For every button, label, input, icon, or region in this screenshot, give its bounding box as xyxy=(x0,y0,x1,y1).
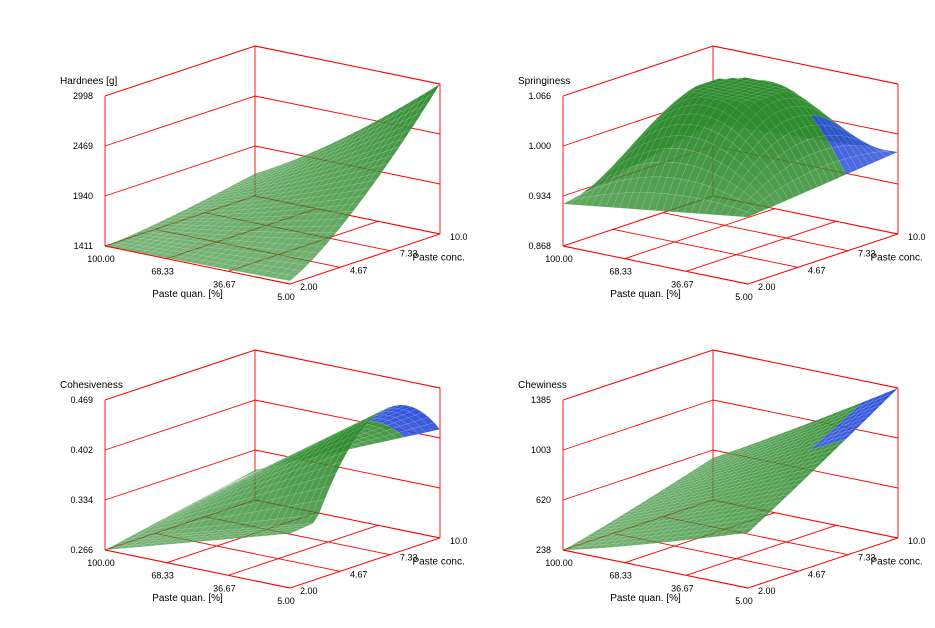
svg-text:5.00: 5.00 xyxy=(277,596,295,606)
svg-text:0.402: 0.402 xyxy=(70,445,93,455)
svg-text:Springiness: Springiness xyxy=(518,76,570,87)
svg-text:10.00: 10.00 xyxy=(450,536,467,546)
svg-text:1940: 1940 xyxy=(73,191,93,201)
svg-text:5.00: 5.00 xyxy=(277,292,295,302)
svg-text:238: 238 xyxy=(535,545,550,555)
surface-plot-springiness: 0.868 0.934 1.000 1.066 Springiness 100.00 68.… xyxy=(468,10,925,314)
svg-text:2.00: 2.00 xyxy=(758,282,776,292)
surface-plot-cohesiveness: 0.266 0.334 0.402 0.469 Cohesiveness 100.00 68… xyxy=(10,314,467,618)
svg-text:2.00: 2.00 xyxy=(758,586,776,596)
svg-text:1003: 1003 xyxy=(530,445,550,455)
surface-plot-hardness: 1411 1940 2469 2998 Hardnees [g] 100.00 68.33 3… xyxy=(10,10,467,314)
svg-text:Cohesiveness: Cohesiveness xyxy=(60,380,123,391)
svg-text:1.066: 1.066 xyxy=(528,91,551,101)
svg-text:Paste conc. [%]: Paste conc. [%] xyxy=(413,557,468,568)
svg-text:4.67: 4.67 xyxy=(808,265,826,275)
panel-chewiness: 238 620 1003 1385 Chewiness 100.00 68.33 36.67 5… xyxy=(468,314,926,618)
svg-text:36.67: 36.67 xyxy=(671,279,694,289)
svg-text:68.33: 68.33 xyxy=(609,571,632,581)
panel-springiness: 0.868 0.934 1.000 1.066 Springiness 100.00 68.… xyxy=(468,10,926,314)
svg-text:0.334: 0.334 xyxy=(70,495,93,505)
svg-text:2.00: 2.00 xyxy=(300,586,318,596)
svg-text:0.469: 0.469 xyxy=(70,395,93,405)
svg-text:36.67: 36.67 xyxy=(213,583,236,593)
svg-text:68.33: 68.33 xyxy=(609,267,632,277)
svg-text:10.00: 10.00 xyxy=(450,232,467,242)
svg-text:Paste quan. [%]: Paste quan. [%] xyxy=(610,593,681,604)
surface-plot-chewiness: 238 620 1003 1385 Chewiness 100.00 68.33 36.67 5… xyxy=(468,314,925,618)
svg-text:0.266: 0.266 xyxy=(70,545,93,555)
svg-text:2998: 2998 xyxy=(73,91,93,101)
svg-text:Paste conc. [%]: Paste conc. [%] xyxy=(870,557,925,568)
svg-text:1411: 1411 xyxy=(74,241,93,251)
svg-text:2469: 2469 xyxy=(73,141,93,151)
svg-text:Chewiness: Chewiness xyxy=(518,380,567,391)
svg-text:5.00: 5.00 xyxy=(735,596,753,606)
svg-text:4.67: 4.67 xyxy=(350,265,368,275)
svg-text:Paste quan. [%]: Paste quan. [%] xyxy=(610,289,681,300)
svg-text:36.67: 36.67 xyxy=(671,583,694,593)
svg-text:1.000: 1.000 xyxy=(528,141,551,151)
svg-text:10.00: 10.00 xyxy=(908,232,925,242)
svg-text:4.67: 4.67 xyxy=(808,569,826,579)
svg-text:Paste conc. [%]: Paste conc. [%] xyxy=(870,253,925,264)
svg-text:36.67: 36.67 xyxy=(213,279,236,289)
svg-text:0.868: 0.868 xyxy=(528,241,551,251)
svg-text:0.934: 0.934 xyxy=(528,191,551,201)
svg-text:100.00: 100.00 xyxy=(87,558,115,568)
svg-text:10.00: 10.00 xyxy=(908,536,925,546)
svg-text:Paste quan. [%]: Paste quan. [%] xyxy=(152,593,223,604)
svg-text:4.67: 4.67 xyxy=(350,569,368,579)
svg-text:Paste quan. [%]: Paste quan. [%] xyxy=(152,289,223,300)
panel-hardness: 1411 1940 2469 2998 Hardnees [g] 100.00 68.33 3… xyxy=(10,10,468,314)
svg-text:100.00: 100.00 xyxy=(545,558,573,568)
svg-text:2.00: 2.00 xyxy=(300,282,318,292)
svg-text:620: 620 xyxy=(535,495,550,505)
svg-text:5.00: 5.00 xyxy=(735,292,753,302)
svg-text:100.00: 100.00 xyxy=(545,254,573,264)
svg-text:68.33: 68.33 xyxy=(151,267,174,277)
svg-text:Hardnees [g]: Hardnees [g] xyxy=(60,76,117,87)
svg-text:Paste conc. [%]: Paste conc. [%] xyxy=(413,253,468,264)
svg-text:100.00: 100.00 xyxy=(87,254,115,264)
panel-cohesiveness: 0.266 0.334 0.402 0.469 Cohesiveness 100.00 68… xyxy=(10,314,468,618)
svg-text:1385: 1385 xyxy=(530,395,550,405)
svg-text:68.33: 68.33 xyxy=(151,571,174,581)
